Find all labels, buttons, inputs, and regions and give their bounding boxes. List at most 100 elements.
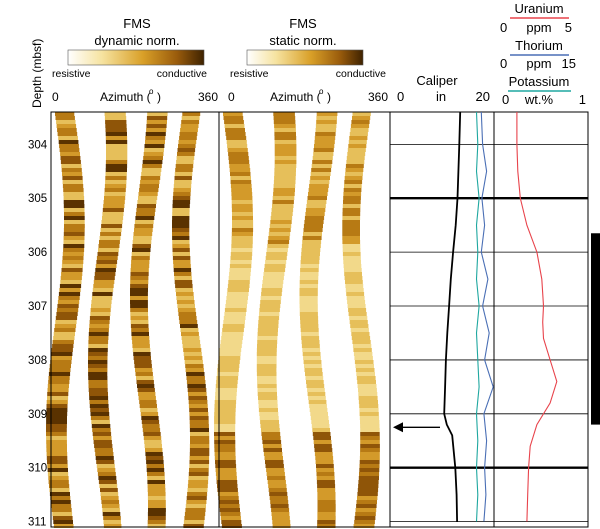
image-band (217, 488, 238, 492)
image-band (95, 264, 117, 268)
image-band (46, 428, 67, 432)
image-band (136, 376, 154, 380)
image-band (217, 484, 238, 488)
image-band (132, 344, 150, 348)
image-band (62, 260, 84, 264)
image-band (221, 332, 244, 336)
svg-text:Depth (mbsf): Depth (mbsf) (30, 39, 44, 108)
image-band (263, 448, 282, 452)
dynamic-azimuth-degree: o (149, 87, 154, 96)
image-band (301, 252, 320, 256)
image-band (148, 504, 166, 508)
image-band (306, 200, 327, 204)
image-band (103, 524, 122, 528)
image-band (231, 236, 253, 240)
image-band (360, 452, 380, 456)
image-band (313, 148, 334, 152)
static-header: FMS static norm. resistive conductive 0 … (228, 16, 388, 104)
image-band (214, 448, 236, 452)
image-band (316, 464, 334, 468)
image-band (132, 240, 152, 244)
dynamic-azimuth-close: ) (157, 90, 161, 104)
image-band (223, 320, 245, 324)
image-band (300, 264, 319, 268)
image-band (268, 488, 287, 492)
image-band (173, 192, 191, 196)
image-band (136, 208, 156, 212)
image-band (258, 396, 278, 400)
image-band (359, 464, 380, 468)
image-band (223, 316, 246, 320)
image-band (104, 184, 127, 188)
image-band (264, 268, 286, 272)
image-band (176, 300, 195, 304)
dynamic-resistive-label: resistive (52, 68, 91, 80)
image-band (316, 468, 335, 472)
static-az-min: 0 (228, 90, 235, 104)
image-band (315, 460, 334, 464)
image-band (231, 196, 253, 200)
depth-tick-label: 304 (28, 139, 48, 151)
image-band (261, 436, 281, 440)
image-band (304, 220, 324, 224)
image-band (302, 352, 321, 356)
image-band (350, 328, 369, 332)
image-band (176, 292, 194, 296)
image-band (140, 180, 160, 184)
image-band (258, 404, 278, 408)
image-band (64, 224, 85, 228)
image-band (353, 524, 375, 528)
image-band (214, 452, 236, 456)
image-band (271, 508, 290, 512)
image-band (260, 300, 281, 304)
image-band (258, 400, 278, 404)
image-band (175, 288, 193, 292)
image-band (88, 360, 108, 364)
image-band (264, 456, 283, 460)
static-resistive-label: resistive (230, 68, 269, 80)
image-band (302, 236, 322, 240)
image-band (63, 188, 84, 192)
image-band (146, 464, 164, 468)
image-band (360, 444, 380, 448)
image-band (174, 176, 192, 180)
image-band (99, 240, 120, 244)
image-band (57, 128, 77, 132)
image-band (100, 496, 119, 500)
image-band (300, 320, 319, 324)
image-band (344, 276, 363, 280)
image-band (103, 520, 121, 524)
image-band (175, 168, 193, 172)
image-band (230, 252, 253, 256)
image-band (316, 112, 338, 116)
image-band (53, 524, 74, 528)
image-band (173, 264, 191, 268)
image-band (220, 344, 242, 348)
static-title-line2: static norm. (269, 33, 336, 48)
image-band (178, 144, 196, 148)
image-band (180, 128, 198, 132)
image-band (305, 372, 323, 376)
fms-pad-stripe (342, 112, 380, 528)
image-band (270, 504, 289, 508)
image-band (228, 276, 251, 280)
image-band (89, 400, 109, 404)
image-band (217, 368, 239, 372)
static-color-scale (246, 49, 364, 66)
image-band (179, 132, 198, 136)
image-band (231, 248, 253, 252)
image-band (274, 132, 296, 136)
image-band (226, 136, 247, 140)
image-band (91, 304, 112, 308)
image-band (342, 232, 360, 236)
image-band (105, 124, 127, 128)
image-band (139, 400, 157, 404)
image-band (299, 288, 318, 292)
image-band (315, 132, 336, 136)
image-band (272, 196, 295, 200)
image-band (190, 432, 210, 436)
image-band (299, 300, 318, 304)
image-band (183, 348, 202, 352)
image-band (172, 204, 190, 208)
image-band (172, 224, 190, 228)
